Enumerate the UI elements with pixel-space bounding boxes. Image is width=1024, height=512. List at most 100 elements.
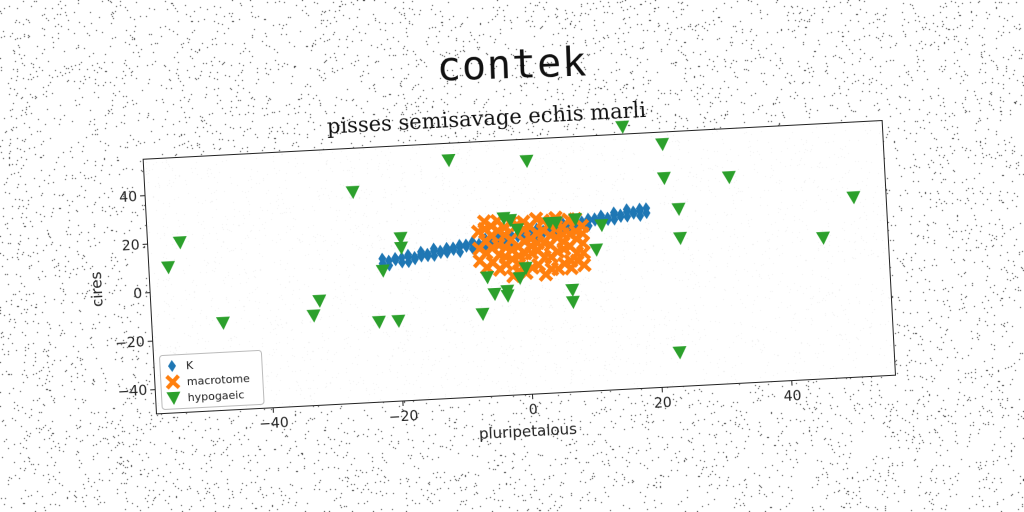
data-point-K: [636, 209, 645, 222]
x-tick-label: 40: [783, 388, 802, 405]
data-point-macrotome: [542, 227, 558, 243]
data-point-hypogaeic: [846, 191, 861, 205]
data-point-macrotome: [504, 241, 520, 257]
data-point-hypogaeic: [306, 309, 321, 323]
data-point-K: [391, 251, 400, 264]
data-point-K: [378, 252, 387, 265]
legend-marker-K: [168, 360, 177, 373]
data-point-K: [429, 242, 438, 255]
data-point-hypogaeic: [215, 316, 230, 330]
data-point-hypogaeic: [393, 231, 408, 246]
data-point-hypogaeic: [312, 294, 327, 308]
data-point-K: [584, 212, 593, 225]
data-point-K: [436, 247, 445, 260]
data-point-K: [462, 240, 471, 253]
data-point-macrotome: [549, 244, 566, 260]
x-tick-label: 0: [528, 402, 538, 418]
data-point-hypogaeic: [391, 314, 406, 328]
data-point-hypogaeic: [512, 271, 527, 286]
data-point-hypogaeic: [656, 171, 671, 186]
y-axis-label: cires: [87, 271, 107, 307]
data-point-hypogaeic: [518, 261, 533, 276]
scatter-plot: −40 −20 0 20 40 −40 −20 0 20 40 pluripetalous cires…: [87, 119, 897, 443]
data-point-macrotome: [522, 218, 538, 235]
data-point-K: [635, 202, 644, 215]
chart-figure: pisses semisavage echis marli −40 −20 0 20 4…: [71, 75, 919, 488]
data-point-K: [449, 243, 458, 256]
data-point-hypogaeic: [161, 261, 175, 275]
y-tick-label: 20: [121, 238, 140, 255]
data-point-K: [623, 210, 632, 223]
y-tick-label: −40: [117, 383, 147, 401]
data-point-hypogaeic: [655, 137, 670, 152]
data-point-hypogaeic: [672, 346, 687, 360]
data-point-K: [404, 256, 413, 269]
data-point-hypogaeic: [375, 264, 390, 278]
data-point-hypogaeic: [815, 231, 830, 245]
data-point-hypogaeic: [519, 154, 534, 169]
legend-label: macrotome: [187, 372, 251, 388]
data-point-macrotome: [496, 220, 512, 236]
data-point-hypogaeic: [487, 287, 502, 302]
data-point-K: [609, 206, 618, 219]
data-point-hypogaeic: [172, 236, 187, 250]
x-tick-label: −20: [388, 408, 418, 426]
data-point-K: [622, 203, 631, 216]
data-point-macrotome: [479, 260, 495, 276]
data-point-hypogaeic: [441, 153, 456, 168]
data-point-hypogaeic: [475, 307, 490, 322]
data-point-K: [410, 253, 419, 266]
data-point-K: [610, 213, 619, 226]
legend-box: [159, 349, 265, 410]
data-point-K: [616, 210, 625, 223]
x-tick-label: 20: [654, 395, 673, 412]
data-point-K: [629, 207, 638, 220]
data-point-K: [642, 207, 651, 220]
data-point-K: [423, 250, 432, 263]
data-point-macrotome: [471, 241, 487, 257]
y-tick-label: −20: [115, 335, 145, 353]
legend-label: K: [186, 359, 195, 372]
data-point-K: [456, 246, 465, 259]
data-point-hypogaeic: [345, 185, 360, 200]
data-point-K: [398, 256, 407, 269]
data-point-hypogaeic: [589, 243, 604, 257]
data-point-hypogaeic: [594, 218, 609, 233]
legend-marker-macrotome: [165, 374, 181, 390]
data-point-K: [597, 209, 606, 222]
data-point-hypogaeic: [393, 241, 408, 255]
y-tick-label: 40: [119, 189, 138, 206]
plot-area: [142, 119, 897, 415]
legend-marker-hypogaeic: [166, 391, 181, 405]
data-point-macrotome: [555, 219, 571, 235]
data-point-hypogaeic: [672, 231, 687, 246]
x-axis-label: pluripetalous: [479, 420, 578, 443]
legend-label: hypogaeic: [187, 388, 244, 404]
data-point-K: [443, 246, 452, 259]
data-point-hypogaeic: [548, 216, 563, 230]
data-point-hypogaeic: [671, 202, 686, 216]
data-point-K: [455, 238, 464, 251]
data-point-hypogaeic: [567, 212, 582, 227]
y-tick-label: 0: [133, 286, 143, 302]
data-point-K: [385, 259, 394, 272]
data-point-hypogaeic: [565, 283, 580, 297]
data-point-hypogaeic: [480, 271, 495, 285]
data-point-macrotome: [575, 235, 591, 251]
data-point-hypogaeic: [503, 213, 518, 228]
data-point-hypogaeic: [721, 170, 736, 185]
data-point-hypogaeic: [510, 223, 525, 237]
data-point-K: [430, 249, 439, 262]
data-point-K: [603, 214, 612, 227]
data-point-macrotome: [523, 238, 539, 254]
data-point-hypogaeic: [565, 295, 580, 310]
data-point-macrotome: [574, 225, 591, 242]
data-point-macrotome: [544, 261, 560, 277]
data-point-K: [417, 250, 426, 263]
x-tick-label: −40: [259, 415, 289, 433]
data-point-macrotome: [563, 260, 579, 276]
data-point-K: [404, 248, 413, 261]
data-point-hypogaeic: [500, 284, 515, 298]
data-point-hypogaeic: [615, 120, 630, 134]
data-point-hypogaeic: [371, 315, 386, 329]
